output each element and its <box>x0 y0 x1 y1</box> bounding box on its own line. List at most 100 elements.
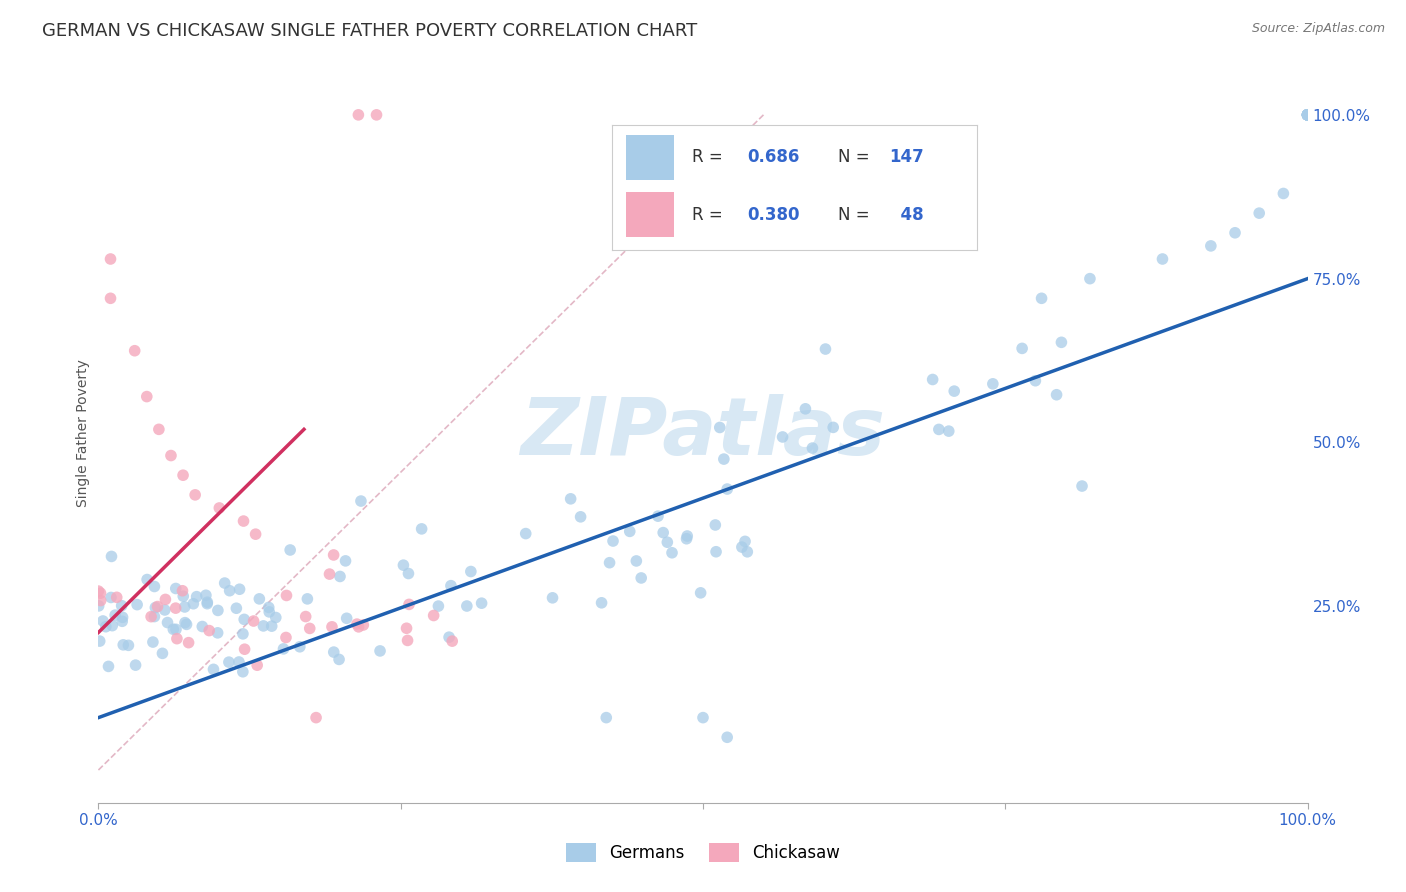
Point <box>704 518 727 533</box>
Point <box>1249 206 1271 220</box>
Point <box>111 599 134 613</box>
Point <box>716 731 738 745</box>
Point <box>252 619 274 633</box>
Point <box>352 618 374 632</box>
Point <box>716 482 738 496</box>
Point <box>145 600 167 615</box>
Point <box>943 384 966 398</box>
Point <box>136 573 159 587</box>
Text: ZIPatlas: ZIPatlas <box>520 393 886 472</box>
Point <box>156 615 179 630</box>
Point <box>1296 108 1319 122</box>
Point <box>1071 479 1094 493</box>
Point <box>165 601 187 615</box>
Point <box>87 584 110 599</box>
Point <box>814 342 837 356</box>
Text: N =: N = <box>838 148 875 166</box>
Point <box>652 525 675 540</box>
Point <box>165 623 187 637</box>
Point <box>731 540 754 554</box>
Point <box>208 500 231 515</box>
Point <box>794 401 817 416</box>
Point <box>366 108 388 122</box>
Point <box>1296 108 1319 122</box>
Point <box>183 597 205 611</box>
Point <box>232 627 254 641</box>
Point <box>288 640 311 654</box>
Point <box>174 615 197 630</box>
Point <box>1045 388 1067 402</box>
Text: Source: ZipAtlas.com: Source: ZipAtlas.com <box>1251 22 1385 36</box>
Point <box>569 509 592 524</box>
Point <box>172 468 194 483</box>
Point <box>91 614 114 628</box>
Text: R =: R = <box>692 148 728 166</box>
Point <box>837 186 859 201</box>
Point <box>772 430 794 444</box>
Point <box>427 599 450 613</box>
Point <box>89 586 111 600</box>
Point <box>100 591 122 605</box>
Point <box>1031 291 1053 305</box>
Point <box>471 596 494 610</box>
Point <box>395 621 418 635</box>
Point <box>172 583 194 598</box>
Point <box>294 609 316 624</box>
Point <box>318 567 340 582</box>
Point <box>1199 239 1222 253</box>
Point <box>146 599 169 614</box>
Point <box>276 589 298 603</box>
Point <box>143 609 166 624</box>
Point <box>591 596 613 610</box>
Point <box>392 558 415 573</box>
Point <box>218 655 240 669</box>
Point <box>630 571 652 585</box>
Point <box>100 252 122 266</box>
Point <box>298 622 321 636</box>
Point <box>1296 108 1319 122</box>
Point <box>675 532 697 546</box>
Point <box>1296 108 1319 122</box>
Point <box>135 390 157 404</box>
Point <box>273 641 295 656</box>
Point <box>398 566 420 581</box>
Point <box>981 376 1004 391</box>
Point <box>233 612 256 626</box>
Point <box>1296 108 1319 122</box>
Point <box>602 534 624 549</box>
Point <box>155 592 177 607</box>
Point <box>1296 108 1319 122</box>
Point <box>176 617 198 632</box>
Point <box>142 635 165 649</box>
Point <box>242 614 264 628</box>
Text: 147: 147 <box>890 148 924 166</box>
Point <box>541 591 564 605</box>
Point <box>202 662 225 676</box>
Point <box>166 632 188 646</box>
Point <box>737 545 759 559</box>
Point <box>823 420 845 434</box>
Point <box>152 646 174 660</box>
Point <box>228 582 250 597</box>
Point <box>599 556 621 570</box>
Point <box>111 615 134 629</box>
Point <box>1296 108 1319 122</box>
Point <box>1296 108 1319 122</box>
Point <box>713 452 735 467</box>
Point <box>173 599 195 614</box>
Text: GERMAN VS CHICKASAW SINGLE FATHER POVERTY CORRELATION CHART: GERMAN VS CHICKASAW SINGLE FATHER POVERT… <box>42 22 697 40</box>
Point <box>1078 271 1101 285</box>
Point <box>143 580 166 594</box>
Point <box>411 522 433 536</box>
Text: N =: N = <box>838 206 875 224</box>
Point <box>921 372 943 386</box>
Point <box>460 565 482 579</box>
Point <box>104 608 127 623</box>
Point <box>595 711 617 725</box>
Point <box>112 638 135 652</box>
Point <box>647 509 669 524</box>
Point <box>177 635 200 649</box>
Point <box>704 545 727 559</box>
Point <box>186 590 208 604</box>
Point <box>184 488 207 502</box>
